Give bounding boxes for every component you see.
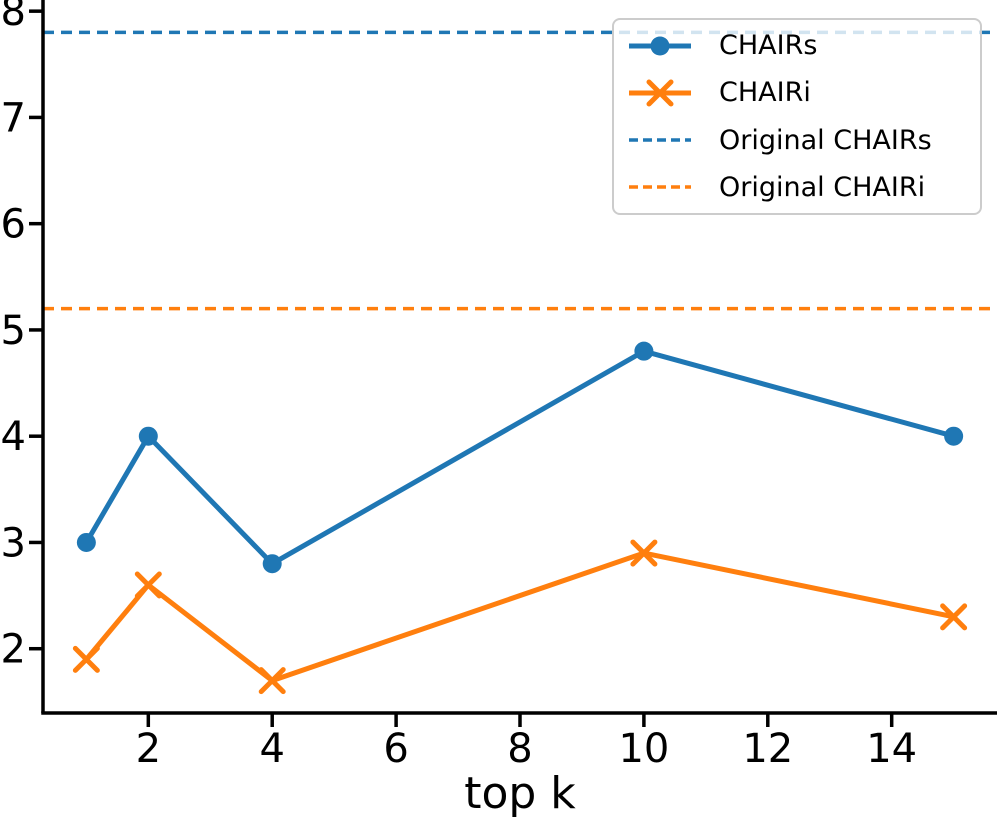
legend-sample-chairs-icon bbox=[629, 36, 691, 56]
legend-item-chairs: CHAIRs bbox=[627, 23, 980, 69]
svg-text:8: 8 bbox=[507, 726, 532, 772]
svg-text:6: 6 bbox=[383, 726, 408, 772]
svg-text:7: 7 bbox=[1, 95, 26, 141]
svg-text:8: 8 bbox=[1, 0, 26, 35]
svg-text:5: 5 bbox=[1, 308, 26, 354]
svg-text:4: 4 bbox=[259, 726, 284, 772]
legend: CHAIRs CHAIRi Original CHAIRs Original C… bbox=[612, 18, 982, 215]
svg-text:10: 10 bbox=[618, 726, 669, 772]
svg-text:2: 2 bbox=[1, 627, 26, 673]
svg-text:12: 12 bbox=[742, 726, 793, 772]
legend-item-original-chairi: Original CHAIRi bbox=[627, 164, 980, 210]
legend-item-original-chairs: Original CHAIRs bbox=[627, 117, 980, 163]
legend-label-original-chairi: Original CHAIRi bbox=[719, 171, 926, 203]
legend-label-original-chairs: Original CHAIRs bbox=[719, 124, 932, 156]
svg-text:14: 14 bbox=[866, 726, 917, 772]
svg-text:6: 6 bbox=[1, 202, 26, 248]
x-axis-label: top k bbox=[464, 768, 576, 819]
legend-sample-chairi-icon bbox=[629, 79, 691, 107]
legend-label-chairs: CHAIRs bbox=[719, 30, 818, 62]
legend-sample-original-chairs-icon bbox=[629, 138, 691, 142]
legend-sample-original-chairi-icon bbox=[629, 185, 691, 190]
legend-item-chairi: CHAIRi bbox=[627, 70, 980, 116]
svg-text:2: 2 bbox=[136, 726, 161, 772]
legend-label-chairi: CHAIRi bbox=[719, 77, 811, 109]
svg-text:3: 3 bbox=[1, 520, 26, 566]
svg-text:4: 4 bbox=[1, 414, 26, 460]
